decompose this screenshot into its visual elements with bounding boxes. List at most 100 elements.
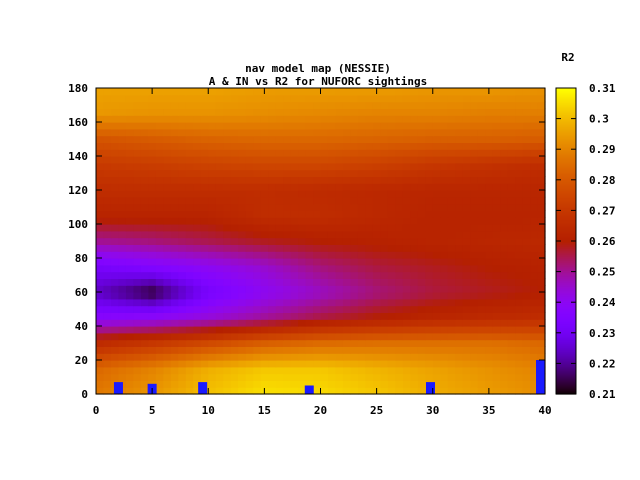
heatmap-cell — [455, 264, 464, 273]
heatmap-cell — [507, 101, 516, 109]
heatmap-cell — [215, 128, 224, 137]
colorbar-segment — [556, 262, 576, 265]
heatmap-cell — [462, 115, 471, 123]
heatmap-cell — [290, 380, 299, 388]
heatmap-cell — [148, 108, 157, 116]
heatmap-cell — [492, 230, 501, 239]
heatmap-cell — [342, 271, 352, 279]
heatmap-cell — [365, 156, 374, 164]
heatmap-cell — [140, 366, 149, 375]
heatmap-cell — [515, 305, 524, 313]
heatmap-cell — [155, 387, 164, 395]
heatmap-cell — [155, 264, 164, 273]
heatmap-cell — [425, 108, 434, 116]
heatmap-cell — [387, 169, 396, 177]
heatmap-cell — [163, 380, 172, 388]
heatmap-cell — [275, 326, 284, 334]
heatmap-cell — [170, 312, 179, 320]
heatmap-cell — [342, 128, 352, 137]
heatmap-cell — [387, 210, 396, 218]
heatmap-cell — [402, 251, 411, 259]
colorbar-segment — [556, 196, 576, 199]
heatmap-cell — [283, 115, 292, 123]
heatmap-cell — [440, 135, 449, 143]
heatmap-cell — [395, 101, 404, 109]
heatmap-cell — [477, 115, 486, 123]
heatmap-cell — [223, 176, 232, 184]
heatmap-cell — [470, 312, 479, 320]
heatmap-cell — [103, 128, 112, 137]
heatmap-cell — [148, 326, 157, 334]
heatmap-cell — [155, 278, 164, 286]
heatmap-cell — [342, 292, 352, 300]
heatmap-cell — [208, 210, 217, 218]
heatmap-cell — [470, 115, 479, 123]
heatmap-cell — [357, 366, 366, 375]
heatmap-cell — [500, 237, 509, 245]
heatmap-cell — [515, 135, 524, 143]
heatmap-cell — [283, 108, 292, 116]
heatmap-cell — [425, 319, 434, 327]
heatmap-cell — [507, 122, 516, 130]
heatmap-cell — [96, 169, 105, 177]
heatmap-cell — [163, 128, 172, 137]
heatmap-cell — [425, 156, 434, 164]
heatmap-cell — [118, 149, 127, 157]
heatmap-cell — [133, 169, 142, 177]
heatmap-cell — [320, 278, 329, 286]
heatmap-cell — [350, 292, 359, 300]
heatmap-cell — [492, 196, 501, 205]
heatmap-cell — [125, 237, 135, 245]
heatmap-cell — [327, 366, 337, 375]
heatmap-cell — [327, 142, 337, 150]
heatmap-cell — [395, 149, 404, 157]
heatmap-cell — [230, 387, 239, 395]
heatmap-cell — [96, 339, 105, 347]
heatmap-cell — [125, 387, 135, 395]
heatmap-cell — [223, 224, 232, 232]
heatmap-cell — [298, 217, 307, 225]
heatmap-cell — [290, 305, 299, 313]
heatmap-cell — [342, 278, 352, 286]
heatmap-cell — [447, 169, 456, 177]
heatmap-cell — [140, 210, 149, 218]
heatmap-cell — [298, 373, 307, 381]
heatmap-cell — [485, 196, 494, 205]
heatmap-cell — [365, 373, 374, 381]
colorbar-segment — [556, 368, 576, 371]
heatmap-cell — [215, 373, 224, 381]
heatmap-cell — [432, 285, 441, 293]
heatmap-cell — [372, 162, 381, 171]
heatmap-cell — [125, 298, 135, 307]
heatmap-cell — [320, 326, 329, 334]
heatmap-cell — [260, 122, 269, 130]
heatmap-cell — [447, 373, 456, 381]
colorbar-segment — [556, 264, 576, 267]
heatmap-cell — [530, 108, 539, 116]
heatmap-cell — [230, 203, 239, 211]
heatmap-cell — [313, 210, 322, 218]
colorbar-segment — [556, 230, 576, 233]
heatmap-cell — [253, 305, 262, 313]
heatmap-cell — [515, 346, 524, 354]
heatmap-cell — [305, 183, 314, 191]
heatmap-cell — [522, 108, 531, 116]
heatmap-cell — [125, 319, 135, 327]
colorbar-segment — [556, 140, 576, 143]
sighting-marker — [426, 382, 435, 394]
colorbar — [556, 88, 576, 395]
heatmap-cell — [133, 346, 142, 354]
heatmap-cell — [500, 278, 509, 286]
heatmap-cell — [185, 278, 194, 286]
heatmap-cell — [313, 373, 322, 381]
heatmap-cell — [335, 251, 344, 259]
heatmap-cell — [268, 230, 277, 239]
heatmap-cell — [342, 162, 352, 171]
heatmap-cell — [417, 156, 426, 164]
heatmap-cell — [470, 169, 479, 177]
heatmap-cell — [275, 305, 284, 313]
heatmap-cell — [200, 176, 209, 184]
heatmap-cell — [185, 380, 194, 388]
heatmap-cell — [395, 271, 404, 279]
heatmap-cell — [223, 149, 232, 157]
